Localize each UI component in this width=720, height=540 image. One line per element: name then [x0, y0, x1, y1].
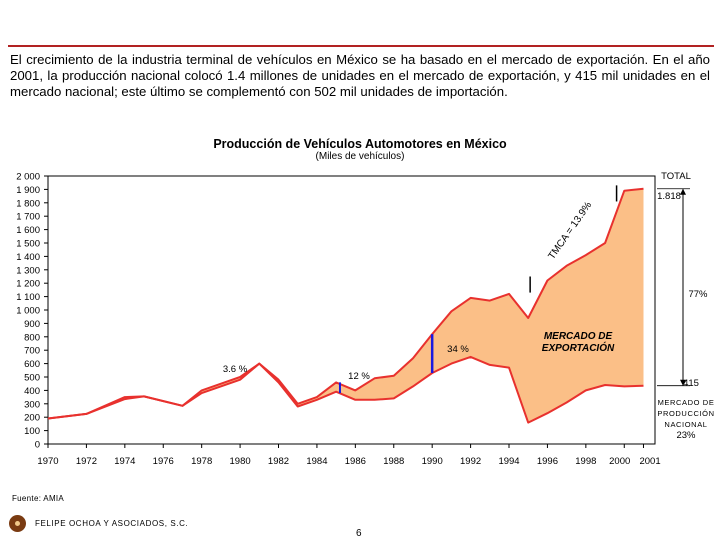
intro-paragraph: El crecimiento de la industria terminal …	[10, 52, 710, 99]
x-tick-label: 1996	[537, 456, 558, 467]
y-tick-label: 1 200	[16, 279, 40, 290]
share-23-label: 23%	[676, 430, 696, 441]
y-tick-label: 1 800	[16, 198, 40, 209]
bracket-arrow-down-icon	[680, 379, 686, 386]
x-tick-label: 1986	[345, 456, 366, 467]
growth-34-label: 34 %	[447, 344, 469, 355]
x-tick-label: 1970	[37, 456, 58, 467]
y-tick-label: 1 300	[16, 265, 40, 276]
company-logo-icon	[9, 515, 26, 532]
bracket-arrow-up-icon	[680, 188, 686, 195]
x-tick-label: 1994	[498, 456, 519, 467]
y-tick-label: 300	[24, 399, 40, 410]
y-tick-label: 0	[35, 440, 40, 451]
page-number: 6	[356, 528, 362, 539]
y-tick-label: 500	[24, 373, 40, 384]
y-tick-label: 200	[24, 413, 40, 424]
export-market-label-2: EXPORTACIÓN	[542, 341, 615, 354]
y-tick-label: 600	[24, 359, 40, 370]
x-tick-label: 1992	[460, 456, 481, 467]
y-tick-label: 1 500	[16, 239, 40, 250]
total-value-label: 1.818	[657, 191, 681, 202]
y-tick-label: 1 900	[16, 185, 40, 196]
y-tick-label: 1 600	[16, 225, 40, 236]
x-tick-label: 1974	[114, 456, 135, 467]
growth-12-label: 12 %	[348, 371, 370, 382]
national-market-label: PRODUCCIÓN	[657, 409, 714, 418]
total-line	[47, 187, 644, 420]
y-tick-label: 1 400	[16, 252, 40, 263]
x-tick-label: 1980	[230, 456, 251, 467]
x-tick-label: 1988	[383, 456, 404, 467]
growth-36-label: 3.6 %	[223, 364, 248, 375]
x-tick-label: 1998	[575, 456, 596, 467]
y-tick-label: 700	[24, 346, 40, 357]
y-tick-label: 1 100	[16, 292, 40, 303]
y-tick-label: 800	[24, 332, 40, 343]
header-divider	[8, 45, 714, 47]
x-tick-label: 1978	[191, 456, 212, 467]
national-market-label: MERCADO DE	[658, 398, 715, 407]
x-tick-label: 2000	[609, 456, 630, 467]
y-tick-label: 1 000	[16, 306, 40, 317]
national-market-label: NACIONAL	[664, 420, 707, 429]
source-note: Fuente: AMIA	[12, 494, 65, 503]
x-tick-label: 1972	[76, 456, 97, 467]
total-label: TOTAL	[661, 171, 691, 182]
y-tick-label: 900	[24, 319, 40, 330]
x-tick-label: 1984	[306, 456, 327, 467]
company-name: FELIPE OCHOA Y ASOCIADOS, S.C.	[35, 519, 189, 528]
chart-title: Producción de Vehículos Automotores en M…	[213, 137, 507, 151]
x-tick-label: 1982	[268, 456, 289, 467]
company-credit: FELIPE OCHOA Y ASOCIADOS, S.C.	[9, 515, 188, 532]
x-tick-label: 2001	[639, 456, 660, 467]
y-tick-label: 2 000	[16, 172, 40, 183]
x-tick-label: 1976	[153, 456, 174, 467]
y-tick-label: 400	[24, 386, 40, 397]
tmca-label: TMCA = 13.9%	[546, 200, 594, 262]
national-value-label: 415	[683, 378, 699, 389]
y-tick-label: 1 700	[16, 212, 40, 223]
national-line	[47, 355, 644, 424]
y-tick-label: 100	[24, 426, 40, 437]
export-area	[48, 188, 644, 423]
chart-subtitle: (Miles de vehículos)	[315, 151, 405, 162]
export-market-label-1: MERCADO DE	[544, 331, 613, 342]
x-tick-label: 1990	[422, 456, 443, 467]
share-77-label: 77%	[688, 289, 708, 300]
